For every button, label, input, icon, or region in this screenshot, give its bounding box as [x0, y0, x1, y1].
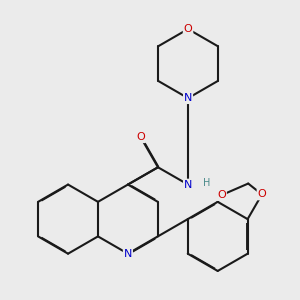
Text: O: O: [257, 189, 266, 200]
Text: H: H: [203, 178, 211, 188]
Text: N: N: [184, 180, 192, 190]
Text: O: O: [136, 132, 145, 142]
Text: O: O: [184, 24, 192, 34]
Text: O: O: [217, 190, 226, 200]
Text: N: N: [124, 249, 132, 259]
Text: N: N: [184, 93, 192, 103]
